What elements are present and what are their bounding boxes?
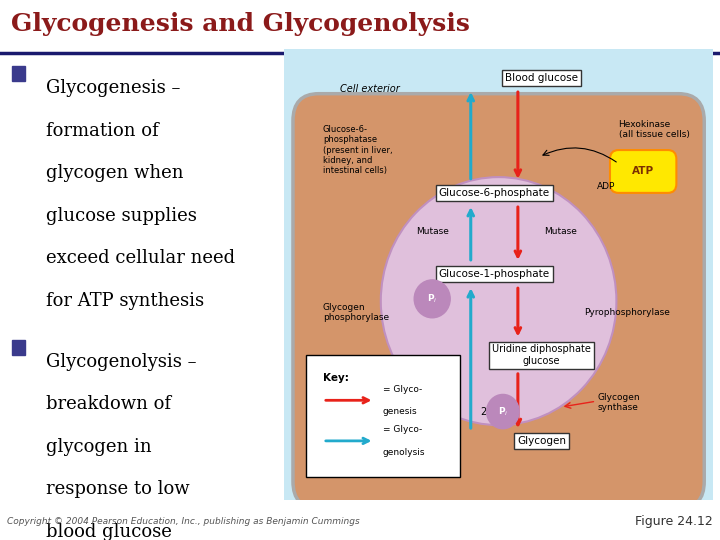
Text: Blood glucose: Blood glucose xyxy=(505,73,578,83)
FancyBboxPatch shape xyxy=(306,355,460,477)
Text: Copyright © 2004 Pearson Education, Inc., publishing as Benjamin Cummings: Copyright © 2004 Pearson Education, Inc.… xyxy=(7,517,360,525)
Text: genesis: genesis xyxy=(383,407,418,416)
Text: P$_i$: P$_i$ xyxy=(427,293,438,305)
Text: glycogen when: glycogen when xyxy=(46,164,184,183)
Circle shape xyxy=(487,394,519,429)
Text: = Glyco-: = Glyco- xyxy=(383,425,422,434)
Text: Mutase: Mutase xyxy=(544,227,577,236)
Text: Glycogenolysis –: Glycogenolysis – xyxy=(46,353,197,370)
Text: blood glucose: blood glucose xyxy=(46,523,172,540)
Text: = Glyco-: = Glyco- xyxy=(383,384,422,394)
Text: Cell exterior: Cell exterior xyxy=(340,84,400,94)
Text: Pyrophosphorylase: Pyrophosphorylase xyxy=(585,308,670,317)
Text: P$_i$: P$_i$ xyxy=(498,406,508,418)
Text: ADP: ADP xyxy=(597,181,616,191)
Text: genolysis: genolysis xyxy=(383,448,426,457)
Text: ATP: ATP xyxy=(632,166,654,176)
Text: Glucose-6-
phosphatase
(present in liver,
kidney, and
intestinal cells): Glucose-6- phosphatase (present in liver… xyxy=(323,125,392,176)
Text: Glycogenesis and Glycogenolysis: Glycogenesis and Glycogenolysis xyxy=(11,12,469,36)
Circle shape xyxy=(414,280,450,318)
Text: 2: 2 xyxy=(480,407,487,416)
Text: Figure 24.12: Figure 24.12 xyxy=(635,515,713,528)
Bar xyxy=(12,340,25,355)
Text: Cell interior: Cell interior xyxy=(331,377,388,387)
Text: Hexokinase
(all tissue cells): Hexokinase (all tissue cells) xyxy=(618,120,690,139)
Text: Mutase: Mutase xyxy=(415,227,449,236)
Bar xyxy=(12,66,25,82)
Ellipse shape xyxy=(381,177,616,425)
Text: glucose supplies: glucose supplies xyxy=(46,207,197,225)
Text: Glycogenesis –: Glycogenesis – xyxy=(46,79,181,97)
Text: Glucose-6-phosphate: Glucose-6-phosphate xyxy=(438,188,550,198)
FancyBboxPatch shape xyxy=(610,150,676,193)
Text: Glucose-1-phosphate: Glucose-1-phosphate xyxy=(438,269,550,279)
Text: Uridine diphosphate
glucose: Uridine diphosphate glucose xyxy=(492,345,591,366)
FancyBboxPatch shape xyxy=(293,94,704,509)
Text: Glycogen
synthase: Glycogen synthase xyxy=(597,393,640,412)
Text: response to low: response to low xyxy=(46,480,189,498)
Text: Glycogen: Glycogen xyxy=(517,436,566,446)
Text: Key:: Key: xyxy=(323,373,348,383)
Text: Glycogen
phosphorylase: Glycogen phosphorylase xyxy=(323,303,389,322)
Text: exceed cellular need: exceed cellular need xyxy=(46,249,235,267)
Text: formation of: formation of xyxy=(46,122,158,140)
Text: breakdown of: breakdown of xyxy=(46,395,171,413)
Text: glycogen in: glycogen in xyxy=(46,437,152,456)
Text: for ATP synthesis: for ATP synthesis xyxy=(46,292,204,310)
